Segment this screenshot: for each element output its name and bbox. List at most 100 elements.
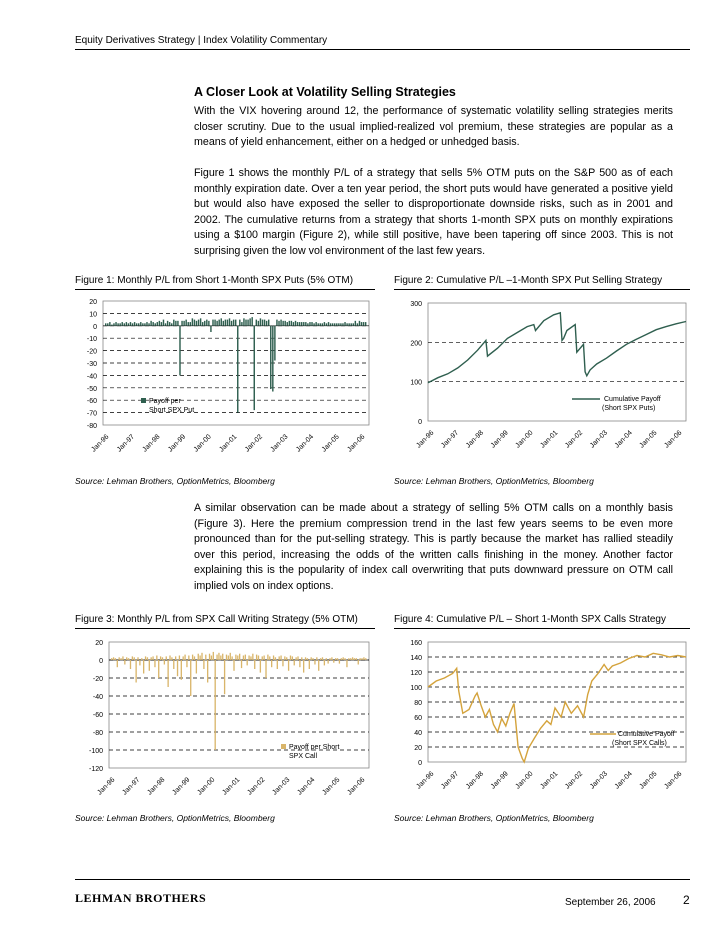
y-tick-label: 300 bbox=[410, 301, 422, 308]
bar bbox=[119, 323, 121, 326]
bar bbox=[216, 320, 218, 326]
y-tick-label: 60 bbox=[414, 715, 422, 722]
bar bbox=[156, 322, 159, 326]
bar bbox=[187, 322, 189, 326]
fig4-title: Figure 4: Cumulative P/L – Short 1-Month… bbox=[394, 614, 666, 625]
bar bbox=[329, 323, 332, 326]
bar bbox=[210, 655, 213, 660]
bar bbox=[344, 322, 346, 326]
bar bbox=[218, 319, 220, 326]
bar bbox=[193, 319, 196, 326]
bar bbox=[144, 323, 146, 326]
bar bbox=[115, 322, 117, 326]
x-tick-label: Jan-00 bbox=[196, 776, 216, 796]
bar bbox=[270, 325, 272, 390]
bar bbox=[114, 658, 117, 660]
x-tick-label: Jan-00 bbox=[193, 433, 213, 453]
x-tick-label: Jan-01 bbox=[539, 429, 559, 449]
bar bbox=[364, 322, 367, 326]
bar bbox=[124, 660, 126, 665]
x-tick-label: Jan-98 bbox=[465, 770, 485, 790]
bar bbox=[278, 320, 280, 326]
y-tick-label: -120 bbox=[89, 766, 103, 773]
x-tick-label: Jan-02 bbox=[564, 770, 584, 790]
bar bbox=[222, 653, 224, 660]
legend-label: (Short SPX Calls) bbox=[612, 740, 667, 747]
bar bbox=[138, 323, 140, 326]
bar bbox=[310, 657, 312, 660]
bar bbox=[208, 653, 211, 660]
bar bbox=[118, 657, 120, 660]
bar bbox=[195, 320, 198, 326]
bar bbox=[340, 658, 342, 660]
x-tick-label: Jan-97 bbox=[440, 770, 460, 790]
bar bbox=[234, 319, 237, 326]
legend-label: Short SPX Put bbox=[149, 407, 194, 414]
bar bbox=[122, 656, 124, 660]
bar bbox=[303, 660, 305, 673]
y-tick-label: -40 bbox=[87, 373, 97, 380]
bar bbox=[315, 322, 317, 326]
bar bbox=[167, 660, 169, 687]
series-line bbox=[427, 311, 687, 384]
bar bbox=[214, 319, 216, 326]
bar bbox=[231, 656, 233, 660]
bar bbox=[323, 660, 326, 666]
bar bbox=[129, 322, 132, 326]
bar bbox=[362, 322, 365, 326]
legend-label: Payoff per Short bbox=[289, 744, 340, 751]
bar bbox=[318, 660, 320, 671]
x-tick-label: Jan-02 bbox=[244, 433, 264, 453]
bar bbox=[316, 657, 318, 660]
bar bbox=[120, 658, 122, 660]
bar bbox=[230, 320, 233, 326]
fig3-rule bbox=[75, 628, 375, 629]
bar bbox=[135, 323, 138, 326]
bar bbox=[282, 660, 284, 667]
bar bbox=[212, 319, 214, 326]
bar bbox=[127, 658, 130, 660]
bar bbox=[294, 320, 297, 326]
fig2-title: Figure 2: Cumulative P/L –1-Month SPX Pu… bbox=[394, 275, 663, 286]
bar bbox=[173, 319, 175, 326]
bar bbox=[346, 323, 348, 326]
y-tick-label: 200 bbox=[410, 340, 422, 347]
y-tick-label: -30 bbox=[87, 361, 97, 368]
bar bbox=[165, 656, 167, 660]
fig1-source: Source: Lehman Brothers, OptionMetrics, … bbox=[75, 476, 275, 486]
bar bbox=[265, 660, 267, 678]
bar bbox=[168, 322, 171, 326]
bar bbox=[133, 322, 136, 326]
x-tick-label: Jan-98 bbox=[146, 776, 166, 796]
plot-frame bbox=[108, 641, 370, 769]
y-tick-label: 20 bbox=[414, 745, 422, 752]
bar bbox=[243, 318, 245, 326]
x-tick-label: Jan-96 bbox=[415, 770, 435, 790]
bar bbox=[143, 660, 145, 674]
bar bbox=[220, 655, 222, 660]
bar bbox=[148, 660, 150, 671]
bar bbox=[139, 660, 141, 666]
lehman-logo: LEHMAN BROTHERS bbox=[75, 891, 207, 905]
bar bbox=[148, 323, 150, 326]
x-tick-label: Jan-03 bbox=[589, 770, 609, 790]
bar bbox=[137, 657, 139, 660]
fig2-chart: 300 200 100 0 Jan-96 Jan-97 Jan-98 Jan-99 Jan-00… bbox=[410, 301, 687, 450]
bar bbox=[175, 656, 177, 660]
legend-label: (Short SPX Puts) bbox=[602, 405, 655, 412]
bar bbox=[276, 319, 278, 326]
bar bbox=[348, 323, 350, 326]
bar bbox=[340, 323, 342, 326]
y-tick-label: -70 bbox=[87, 411, 97, 418]
y-tick-label: 120 bbox=[410, 670, 422, 677]
bar bbox=[237, 655, 239, 660]
bar bbox=[121, 322, 123, 326]
x-tick-label: Jan-97 bbox=[121, 776, 141, 796]
bar bbox=[107, 323, 109, 326]
bar bbox=[342, 323, 344, 326]
bar bbox=[292, 322, 295, 326]
bar bbox=[125, 322, 128, 326]
bar bbox=[267, 654, 269, 660]
bar bbox=[344, 658, 346, 660]
